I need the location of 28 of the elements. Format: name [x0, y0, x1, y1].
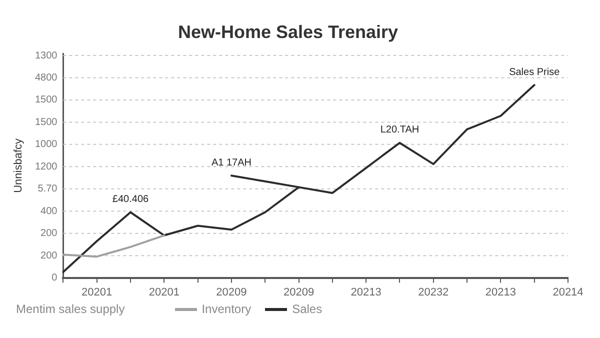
text: 0 [52, 272, 58, 284]
annotation: A1 17AH [211, 157, 252, 168]
text: 4800 [34, 72, 58, 84]
legend-label: Inventory [202, 302, 252, 316]
annotation: Sales Prise [509, 66, 560, 78]
text: 200 [40, 228, 58, 240]
x-tick-label: 20209 [216, 286, 247, 298]
x-tick-label: 20201 [82, 286, 112, 298]
x-tick-label: 20213 [485, 286, 516, 298]
x-tick-label: 20209 [283, 286, 314, 298]
chart-title: New-Home Sales Trenairy [178, 22, 398, 42]
x-tick-label: 20232 [418, 286, 449, 298]
legend-label: Sales [292, 302, 322, 316]
text: 1500 [34, 94, 58, 106]
text: 1300 [34, 50, 58, 62]
text: 400 [40, 206, 58, 217]
legend-title: Mentim sales supply [16, 302, 125, 316]
x-tick-label: 20201 [148, 286, 180, 298]
text: 1000 [34, 139, 58, 150]
annotation: L20.TAH [380, 124, 420, 136]
text: 1500 [34, 116, 58, 128]
text: 200 [40, 250, 58, 262]
annotation: £40.406 [112, 194, 150, 206]
x-tick-label: 20213 [350, 286, 382, 298]
text: 1200 [34, 161, 58, 172]
text: 5.70 [38, 184, 58, 195]
x-tick-label: 20214 [552, 286, 584, 298]
y-axis-title: Unnisbafcy [12, 138, 25, 193]
